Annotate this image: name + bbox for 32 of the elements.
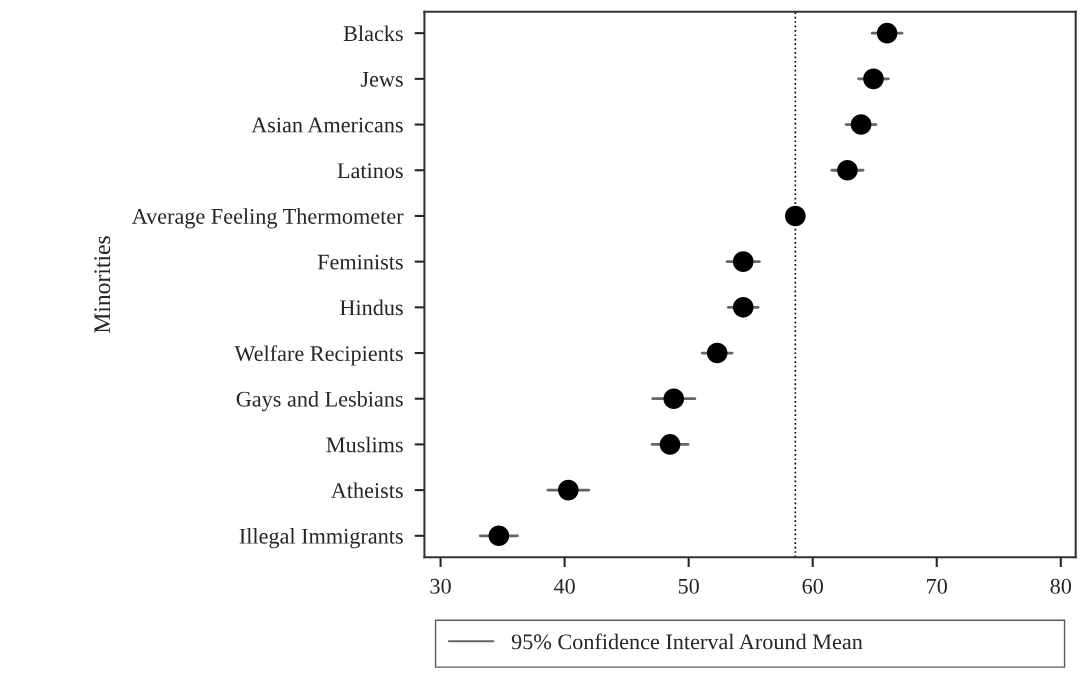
point	[837, 159, 858, 181]
y-axis-title: Minorities	[94, 236, 111, 333]
x-tick-label: 70	[927, 578, 948, 594]
y-tick-label: Gays and Lesbians	[236, 391, 403, 412]
x-tick-label: 80	[1050, 578, 1072, 594]
point	[876, 22, 898, 44]
point	[558, 479, 579, 501]
y-tick-label: Jews	[360, 72, 403, 87]
y-tick-label: Blacks	[343, 25, 403, 42]
point	[785, 205, 806, 227]
point	[659, 434, 681, 455]
y-tick-label: Asian Americans	[251, 117, 403, 133]
y-tick-label: Feminists	[317, 254, 403, 270]
y-tick-label: Muslims	[326, 436, 403, 453]
y-tick-label: Hindus	[340, 299, 403, 316]
point	[732, 251, 754, 272]
x-tick-label: 40	[553, 578, 575, 594]
y-tick-label: Welfare Recipients	[234, 345, 403, 366]
point	[488, 525, 510, 547]
x-tick-label: 30	[430, 578, 451, 594]
y-tick-label: Illegal Immigrants	[239, 528, 403, 549]
y-tick-label: Atheists	[330, 482, 403, 499]
point	[663, 388, 685, 410]
y-tick-label: Average Feeling Thermometer	[131, 208, 404, 229]
point	[706, 342, 728, 364]
text: 95% Confidence Interval Around Mean	[511, 633, 863, 650]
point	[850, 114, 872, 135]
x-tick-label: 60	[802, 578, 823, 594]
point	[732, 297, 754, 318]
x-tick-label: 50	[678, 578, 699, 594]
y-tick-label: Latinos	[337, 163, 403, 179]
point	[863, 68, 884, 90]
